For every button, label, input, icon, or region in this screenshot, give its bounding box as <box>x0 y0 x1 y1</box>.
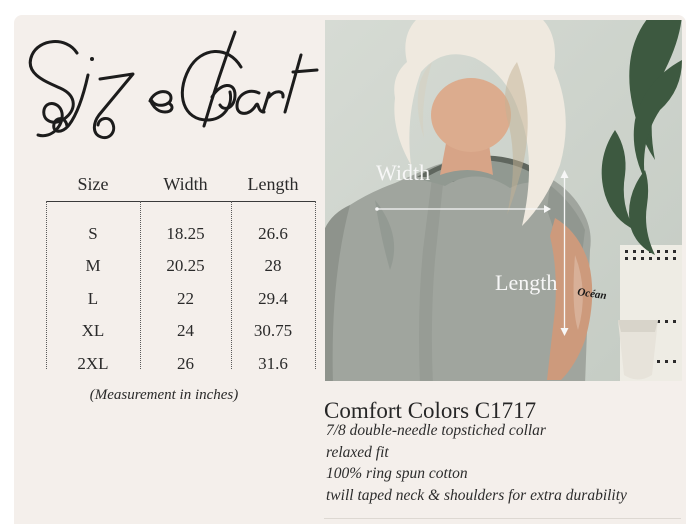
svg-text:Width: Width <box>376 160 430 185</box>
svg-text:Length: Length <box>495 270 557 295</box>
